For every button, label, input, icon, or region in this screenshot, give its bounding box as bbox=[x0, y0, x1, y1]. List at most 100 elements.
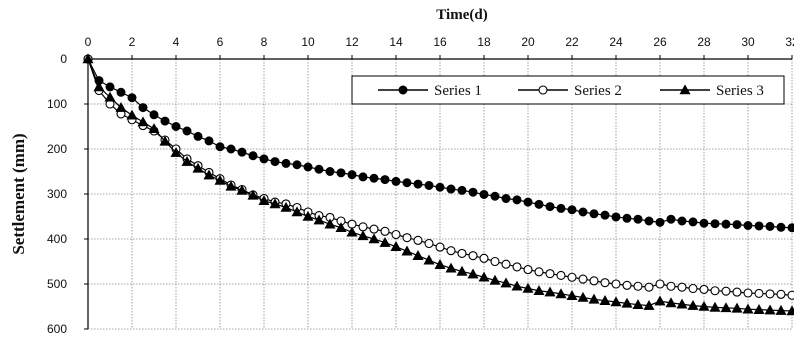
legend-label: Series 3 bbox=[716, 83, 764, 99]
data-point bbox=[204, 136, 214, 146]
data-point bbox=[380, 226, 390, 236]
x-tick-label: 20 bbox=[521, 35, 535, 49]
data-point bbox=[214, 174, 226, 185]
data-point bbox=[732, 287, 742, 297]
data-point bbox=[181, 155, 193, 166]
data-point bbox=[247, 189, 259, 200]
x-axis-title: Time(d) bbox=[436, 7, 487, 23]
data-point bbox=[688, 283, 698, 294]
data-point bbox=[643, 299, 655, 310]
data-point bbox=[467, 268, 479, 279]
data-point bbox=[313, 214, 325, 225]
data-point bbox=[479, 189, 489, 199]
data-point bbox=[500, 277, 512, 288]
data-point bbox=[743, 288, 753, 298]
data-point bbox=[600, 278, 610, 288]
legend-marker bbox=[538, 85, 548, 95]
data-point bbox=[754, 288, 764, 299]
x-tick-label: 24 bbox=[609, 35, 623, 49]
data-point bbox=[611, 279, 621, 289]
data-point bbox=[402, 233, 412, 243]
data-point bbox=[193, 131, 203, 141]
data-point bbox=[281, 158, 291, 168]
data-point bbox=[776, 222, 786, 232]
data-point bbox=[468, 187, 478, 197]
data-point bbox=[677, 216, 687, 226]
data-point bbox=[127, 93, 137, 103]
data-point bbox=[721, 286, 731, 296]
data-point bbox=[621, 297, 633, 308]
data-point bbox=[512, 262, 522, 272]
data-point bbox=[137, 116, 149, 127]
data-point bbox=[633, 281, 643, 291]
y-tick-label: 300 bbox=[47, 187, 67, 201]
data-point bbox=[138, 103, 148, 113]
data-point bbox=[556, 270, 566, 281]
data-point bbox=[314, 164, 324, 174]
data-point bbox=[479, 253, 489, 263]
data-point bbox=[676, 298, 688, 309]
data-point bbox=[622, 280, 632, 290]
data-point bbox=[578, 274, 588, 284]
series-3 bbox=[82, 53, 794, 316]
data-point bbox=[292, 160, 302, 170]
data-point bbox=[622, 213, 632, 223]
y-tick-label: 100 bbox=[47, 97, 67, 111]
legend-marker bbox=[398, 85, 408, 95]
x-tick-label: 8 bbox=[261, 35, 268, 49]
data-point bbox=[731, 302, 743, 313]
data-point bbox=[732, 220, 742, 230]
data-point bbox=[567, 272, 577, 282]
x-tick-label: 18 bbox=[477, 35, 491, 49]
data-point bbox=[544, 286, 556, 297]
legend-entry: Series 2 bbox=[518, 83, 622, 99]
data-point bbox=[688, 217, 698, 227]
data-point bbox=[534, 267, 544, 277]
data-point bbox=[446, 246, 456, 256]
data-point bbox=[468, 251, 478, 261]
data-point bbox=[567, 205, 577, 215]
data-point bbox=[391, 176, 401, 186]
data-point bbox=[424, 180, 434, 190]
data-point bbox=[324, 218, 336, 229]
data-point bbox=[335, 222, 347, 233]
y-tick-label: 600 bbox=[47, 322, 67, 336]
data-point bbox=[115, 101, 127, 112]
data-point bbox=[776, 289, 786, 299]
data-point bbox=[555, 288, 567, 299]
data-point bbox=[424, 238, 434, 249]
data-point bbox=[710, 219, 720, 229]
data-point bbox=[501, 194, 511, 203]
data-point bbox=[347, 170, 357, 180]
data-point bbox=[633, 214, 643, 224]
data-point bbox=[523, 265, 533, 275]
data-point bbox=[534, 199, 544, 209]
data-point bbox=[434, 259, 446, 269]
data-point bbox=[435, 182, 445, 192]
x-tick-label: 28 bbox=[697, 35, 711, 49]
data-point bbox=[775, 304, 787, 315]
data-point bbox=[545, 202, 555, 212]
series-layer bbox=[82, 53, 794, 316]
data-point bbox=[346, 226, 358, 237]
data-point bbox=[413, 235, 423, 245]
y-axis-title: Settlement (mm) bbox=[9, 133, 28, 254]
data-point bbox=[226, 144, 236, 154]
data-point bbox=[698, 300, 710, 311]
data-point bbox=[379, 236, 391, 247]
data-point bbox=[380, 175, 390, 185]
x-tick-label: 14 bbox=[389, 35, 403, 49]
data-point bbox=[258, 195, 270, 206]
data-point bbox=[413, 179, 423, 189]
data-point bbox=[666, 214, 676, 224]
series-1 bbox=[83, 54, 794, 233]
y-tick-label: 0 bbox=[60, 52, 67, 66]
data-point bbox=[390, 241, 402, 251]
data-point bbox=[677, 282, 687, 292]
data-point bbox=[490, 191, 500, 201]
data-point bbox=[765, 221, 775, 231]
data-point bbox=[533, 285, 545, 296]
data-point bbox=[754, 221, 764, 231]
data-point bbox=[402, 178, 412, 188]
